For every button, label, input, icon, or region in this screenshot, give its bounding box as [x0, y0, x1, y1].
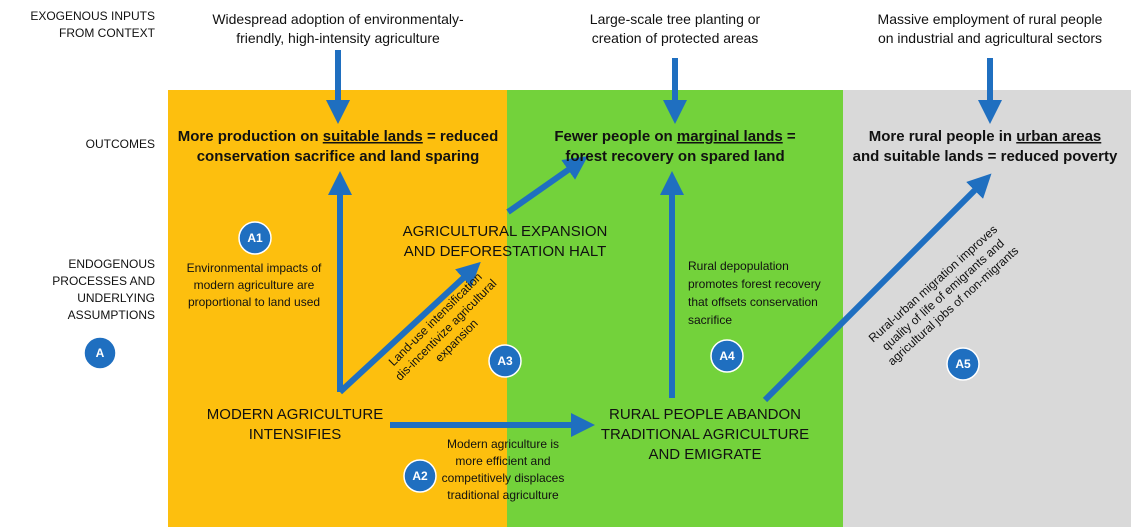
row-label: ENDOGENOUS PROCESSES AND UNDERLYING ASSUMPT…	[52, 257, 155, 322]
badge: A2	[403, 459, 437, 493]
outcome: Fewer people on marginal lands = forest r…	[554, 128, 796, 165]
badge: A1	[238, 221, 272, 255]
outcome-underlined: suitable lands	[323, 128, 423, 145]
panel-grey	[843, 90, 1131, 527]
outcome-text: =	[783, 128, 796, 145]
badge-label: A5	[955, 357, 971, 371]
badge-label: A	[96, 346, 105, 360]
arrow	[337, 261, 481, 395]
outcome: More rural people in urban areas and suit…	[853, 128, 1118, 165]
assumption-text: Environmental impacts of modern agricultu…	[187, 261, 322, 309]
outcome-underlined: marginal lands	[677, 128, 783, 145]
outcome-text: conservation sacrifice and land sparing	[197, 148, 480, 165]
badge-label: A2	[412, 469, 428, 483]
process-node: AGRICULTURAL EXPANSION AND DEFORESTATION …	[403, 223, 608, 260]
outcome-text: Fewer people on	[554, 128, 677, 145]
assumption-text: Rural depopulation promotes forest recove…	[688, 259, 821, 327]
process-node: RURAL PEOPLE ABANDON TRADITIONAL AGRICULT…	[601, 406, 809, 463]
exogenous-input: Widespread adoption of environmentaly-fr…	[212, 11, 464, 46]
exogenous-input: Large-scale tree planting or creation of …	[590, 11, 761, 46]
badge-label: A4	[719, 349, 735, 363]
badge: A3	[488, 344, 522, 378]
outcome-underlined: urban areas	[1016, 128, 1101, 145]
badge: A4	[710, 339, 744, 373]
arrow	[506, 156, 588, 215]
assumption-text: Modern agriculture is more efficient and c…	[442, 437, 565, 502]
row-label: EXOGENOUS INPUTS FROM CONTEXT	[30, 9, 155, 40]
process-node: MODERN AGRICULTURE INTENSIFIES	[207, 406, 383, 443]
outcome-text: forest recovery on spared land	[565, 148, 784, 165]
row-label: OUTCOMES	[86, 137, 155, 151]
outcome-text: More production on	[178, 128, 323, 145]
badge: A	[83, 336, 117, 370]
outcome-text: = reduced	[423, 128, 498, 145]
arrows	[326, 50, 1002, 437]
exogenous-input: Massive employment of rural people on ind…	[878, 11, 1103, 46]
arrow	[762, 173, 992, 403]
badge-label: A1	[247, 231, 263, 245]
outcomes: More production on suitable lands = redu…	[178, 128, 1118, 165]
badge: A5	[946, 347, 980, 381]
outcome-text: More rural people in	[869, 128, 1017, 145]
outcome-text: and suitable lands = reduced poverty	[853, 148, 1118, 165]
outcome: More production on suitable lands = redu…	[178, 128, 498, 165]
badge-label: A3	[497, 354, 513, 368]
